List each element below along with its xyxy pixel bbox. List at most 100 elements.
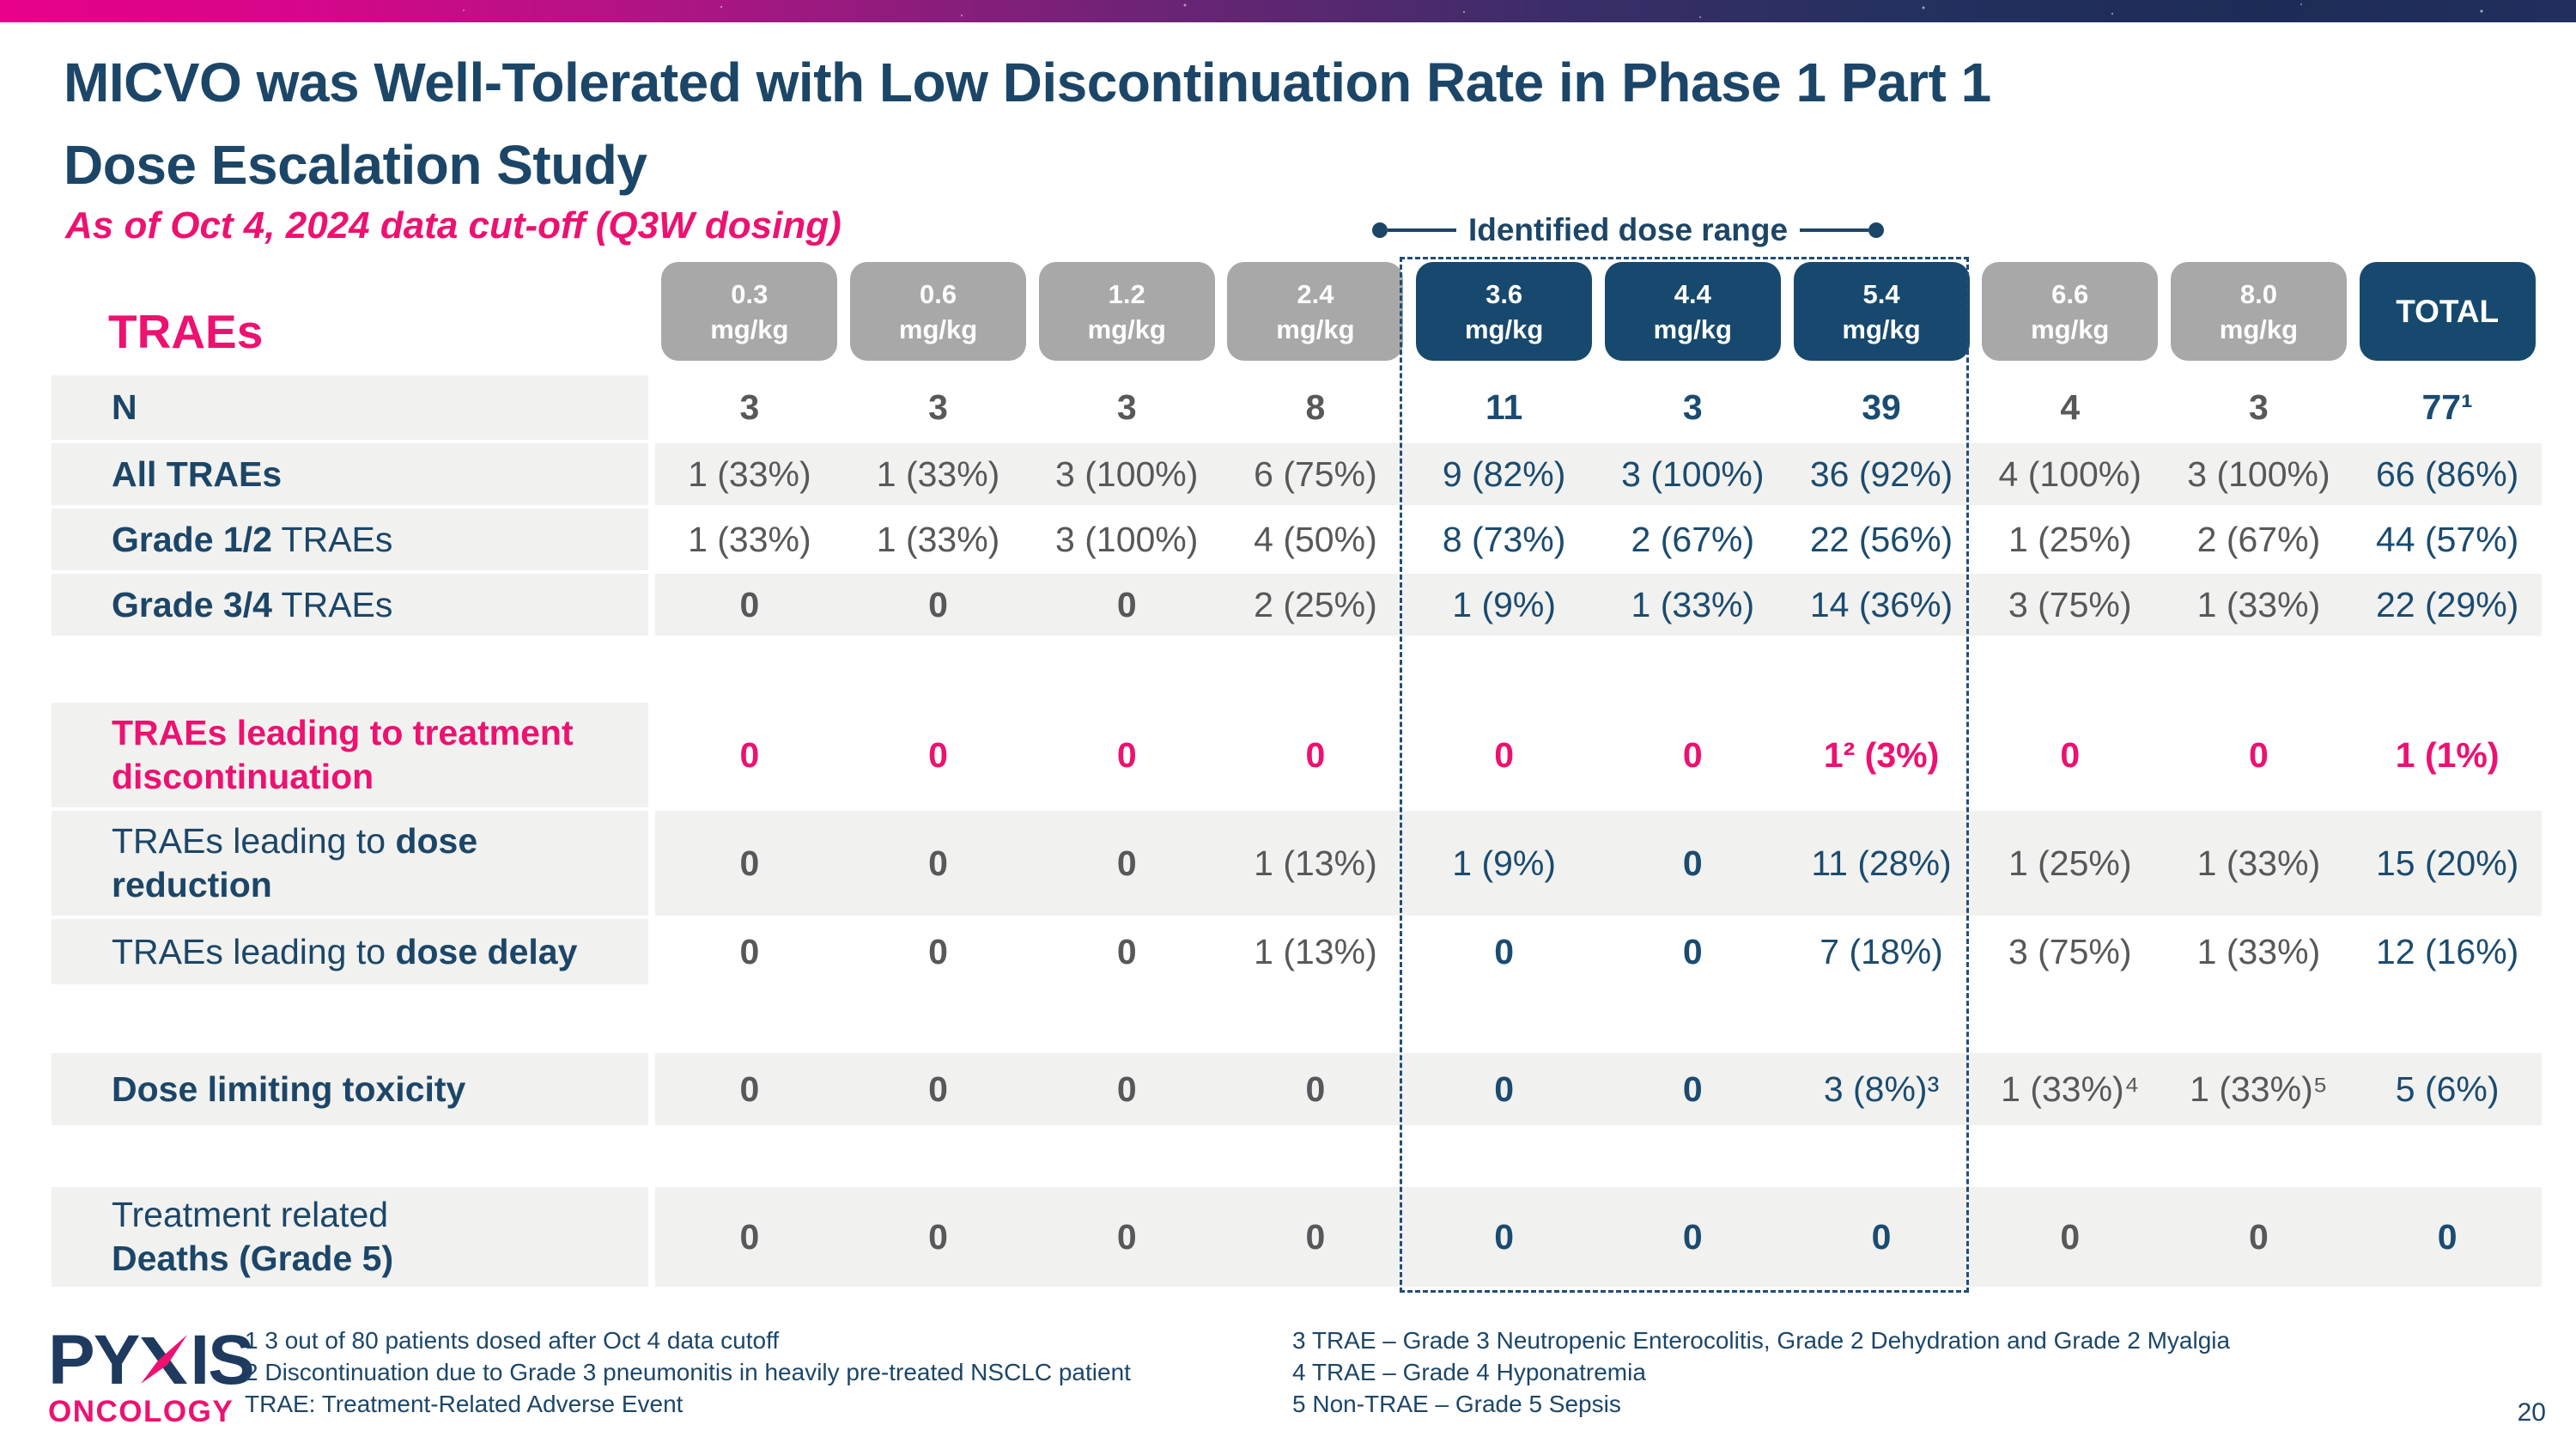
row-label-segment: TRAEs leading to <box>112 931 396 971</box>
row-label-segment: TRAEs leading to treatment <box>112 713 574 752</box>
row-values: 0 0 0 1 (13%) 0 0 7 (18%) 3 (75%) 1 (33%) 12 (16%… <box>655 919 2542 984</box>
cell-dlt-3.6: 0 <box>1494 1068 1515 1109</box>
row-label-text: TRAEs leading to treatment discontinuatio… <box>112 711 574 799</box>
cell-dose_reduction-8.0: 1 (33%) <box>2196 843 2321 883</box>
identified-dose-range-label: Identified dose range <box>1467 212 1789 247</box>
footnote-4: 4 TRAE – Grade 4 Hyponatremia <box>1292 1359 1646 1385</box>
dose-pill-8.0: 8.0 mg/kg <box>2170 262 2347 361</box>
table-row-grade34: Grade 3/4 TRAEs 0 0 0 2 (25%) 1 (9%) 1 (33%) 14… <box>52 574 2542 636</box>
cell-dose_reduction-5.4: 11 (28%) <box>1811 843 1952 883</box>
dose-column-header-8.0: 8.0 mg/kg <box>2165 262 2354 361</box>
row-label-text: TRAEs leading to dose reduction <box>112 819 477 907</box>
cell-deaths-8.0: 0 <box>2249 1216 2269 1257</box>
dose-column-header-5.4: 5.4 mg/kg <box>1787 262 1976 361</box>
row-values: 0 0 0 0 0 0 3 (8%)³ 1 (33%)⁴ 1 (33%)⁵ 5 (6%) <box>655 1053 2542 1125</box>
cell-grade12-0.3: 1 (33%) <box>688 519 811 559</box>
dose-column-header-1.2: 1.2 mg/kg <box>1032 262 1221 361</box>
cell-deaths-1.2: 0 <box>1116 1216 1137 1257</box>
cell-discontinuation-0.3: 0 <box>739 734 760 775</box>
dose-column-header-3.6: 3.6 mg/kg <box>1410 262 1599 361</box>
row-label-segment: Dose limiting toxicity <box>112 1068 466 1109</box>
cell-grade34-4.4: 1 (33%) <box>1631 584 1755 624</box>
dose-pill-label: 8.0 <box>2239 278 2277 309</box>
cell-dlt-0.3: 0 <box>739 1068 760 1109</box>
cell-deaths-0.6: 0 <box>928 1216 948 1257</box>
cell-n-6.6: 4 <box>2060 387 2081 427</box>
dose-pill-unit: mg/kg <box>710 314 789 344</box>
table-body: N 3 3 3 8 11 3 39 4 3 77¹ All TRAEs 1 (33%) 1 (33%) 3 … <box>52 375 2542 1287</box>
dose-pill-unit: mg/kg <box>898 314 978 344</box>
cell-discontinuation-4.4: 0 <box>1682 734 1703 775</box>
cell-grade34-5.4: 14 (36%) <box>1809 584 1953 624</box>
cell-dose_delay-0.6: 0 <box>928 931 948 971</box>
row-label-text: TRAEs leading to dose delay <box>112 930 577 974</box>
footnote-3: 3 TRAE – Grade 3 Neutropenic Enterocolit… <box>1292 1327 2231 1354</box>
dose-pill-label: 4.4 <box>1674 278 1711 309</box>
row-label-text: N <box>112 386 137 429</box>
cell-deaths-5.4: 0 <box>1871 1216 1892 1257</box>
footnote-2: 2 Discontinuation due to Grade 3 pneumon… <box>245 1359 1131 1385</box>
dose-column-header-0.6: 0.6 mg/kg <box>844 262 1033 361</box>
cell-dlt-1.2: 0 <box>1116 1068 1137 1109</box>
cell-dlt-4.4: 0 <box>1682 1068 1703 1109</box>
cell-all_traes-0.6: 1 (33%) <box>876 454 1000 494</box>
logo-oncology-text: ONCOLOGY <box>48 1395 234 1428</box>
dose-pill-unit: mg/kg <box>1087 314 1166 344</box>
dose-pill-1.2: 1.2 mg/kg <box>1038 262 1215 361</box>
row-label-n: N <box>52 375 648 440</box>
callout-left-dot <box>1372 222 1388 238</box>
cell-n-0.3: 3 <box>739 387 760 427</box>
dose-header-cells: 0.3 mg/kg 0.6 mg/kg 1.2 mg/kg 2.4 mg/kg 3.6 mg/kg… <box>655 262 2542 361</box>
cell-discontinuation-0.6: 0 <box>928 734 948 775</box>
table-header-row: TRAEs 0.3 mg/kg 0.6 mg/kg 1.2 mg/kg 2.4 mg/kg 3.… <box>52 262 2542 361</box>
cell-grade34-6.6: 3 (75%) <box>2008 584 2132 624</box>
row-label-discontinuation: TRAEs leading to treatment discontinuatio… <box>52 703 648 807</box>
cell-all_traes-8.0: 3 (100%) <box>2187 454 2330 494</box>
cell-all_traes-2.4: 6 (75%) <box>1254 454 1377 494</box>
traes-section-label-cell: TRAEs <box>52 262 648 361</box>
cell-dose_delay-5.4: 7 (18%) <box>1820 931 1943 971</box>
dose-pill-0.3: 0.3 mg/kg <box>661 262 838 361</box>
cell-grade12-0.6: 1 (33%) <box>876 519 1000 559</box>
cell-dlt-total: 5 (6%) <box>2395 1068 2500 1109</box>
dose-column-header-4.4: 4.4 mg/kg <box>1598 262 1787 361</box>
cell-all_traes-4.4: 3 (100%) <box>1621 454 1765 494</box>
cell-n-3.6: 11 <box>1485 387 1523 427</box>
cell-n-2.4: 8 <box>1305 387 1326 427</box>
dose-pill-5.4: 5.4 mg/kg <box>1793 262 1970 361</box>
row-label-segment: Treatment related <box>112 1195 389 1234</box>
pyxis-x-icon <box>139 1334 189 1387</box>
cell-discontinuation-total: 1 (1%) <box>2395 734 2500 775</box>
cell-deaths-0.3: 0 <box>739 1216 760 1257</box>
table-row-dlt: Dose limiting toxicity 0 0 0 0 0 0 3 (8%)³ 1 (33… <box>52 1053 2542 1125</box>
logo-letters-left: PY <box>48 1321 140 1399</box>
row-label-segment: Grade 1/2 <box>112 519 272 559</box>
table-row-n: N 3 3 3 8 11 3 39 4 3 77¹ <box>52 375 2542 440</box>
cell-dose_reduction-3.6: 1 (9%) <box>1452 843 1557 883</box>
pyxis-oncology-logo: PY IS ONCOLOGY <box>48 1321 255 1429</box>
dose-pill-0.6: 0.6 mg/kg <box>850 262 1027 361</box>
cell-dose_delay-0.3: 0 <box>739 931 760 971</box>
cell-dlt-5.4: 3 (8%)³ <box>1823 1068 1940 1109</box>
row-label-text: All TRAEs <box>112 453 282 496</box>
cell-dose_delay-6.6: 3 (75%) <box>2008 931 2132 971</box>
cell-deaths-2.4: 0 <box>1305 1216 1326 1257</box>
cell-n-total: 77¹ <box>2421 387 2473 427</box>
row-values: 0 0 0 2 (25%) 1 (9%) 1 (33%) 14 (36%) 3 (75%) 1 … <box>655 574 2542 636</box>
dose-pill-3.6: 3.6 mg/kg <box>1416 262 1593 361</box>
table-row-dose_delay: TRAEs leading to dose delay 0 0 0 1 (13%) 0 0 7… <box>52 919 2542 984</box>
cell-discontinuation-6.6: 0 <box>2060 734 2081 775</box>
dose-pill-label: TOTAL <box>2396 294 2500 329</box>
cell-dose_delay-8.0: 1 (33%) <box>2196 931 2321 971</box>
cell-dose_reduction-0.3: 0 <box>739 843 760 883</box>
table-row-grade12: Grade 1/2 TRAEs 1 (33%) 1 (33%) 3 (100%) 4 (… <box>52 508 2542 570</box>
callout-right-dot <box>1868 222 1884 238</box>
table-row-dose_reduction: TRAEs leading to dose reduction 0 0 0 1 (13%)… <box>52 811 2542 916</box>
row-label-all_traes: All TRAEs <box>52 443 648 505</box>
dose-pill-label: 6.6 <box>2051 278 2089 309</box>
row-values: 0 0 0 0 0 0 1² (3%) 0 0 1 (1%) <box>655 703 2542 807</box>
dose-pill-label: 5.4 <box>1862 278 1900 309</box>
row-values: 3 3 3 8 11 3 39 4 3 77¹ <box>655 375 2542 440</box>
cell-grade34-total: 22 (29%) <box>2375 584 2519 624</box>
